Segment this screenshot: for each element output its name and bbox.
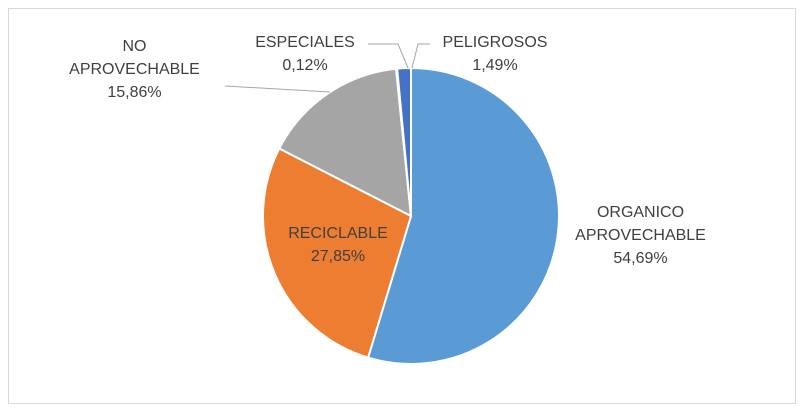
pie-slice bbox=[262, 147, 413, 359]
value-label: 1,49% bbox=[472, 57, 518, 74]
chart-frame bbox=[8, 8, 796, 404]
slice-label: ORGANICO APROVECHABLE 54,69% bbox=[568, 201, 713, 270]
pie-slice bbox=[277, 67, 413, 218]
leader-line bbox=[368, 43, 409, 69]
pie-slice bbox=[366, 66, 560, 365]
category-label: NO APROVECHABLE bbox=[69, 38, 200, 78]
slice-label: RECICLABLE 27,85% bbox=[268, 222, 408, 268]
pie-slice bbox=[396, 66, 412, 217]
value-label: 15,86% bbox=[107, 84, 162, 101]
leader-line bbox=[411, 43, 430, 69]
value-label: 54,69% bbox=[613, 250, 668, 267]
value-label: 0,12% bbox=[282, 57, 328, 74]
slice-label: ESPECIALES 0,12% bbox=[240, 31, 370, 77]
category-label: ESPECIALES bbox=[255, 34, 355, 51]
value-label: 27,85% bbox=[310, 248, 366, 265]
category-label: RECICLABLE bbox=[288, 225, 388, 242]
slice-label: NO APROVECHABLE 15,86% bbox=[62, 35, 207, 104]
category-label: ORGANICO APROVECHABLE bbox=[575, 204, 706, 244]
category-label: PELIGROSOS bbox=[442, 34, 548, 51]
slice-label: PELIGROSOS 1,49% bbox=[430, 31, 560, 77]
leader-line bbox=[224, 85, 331, 93]
